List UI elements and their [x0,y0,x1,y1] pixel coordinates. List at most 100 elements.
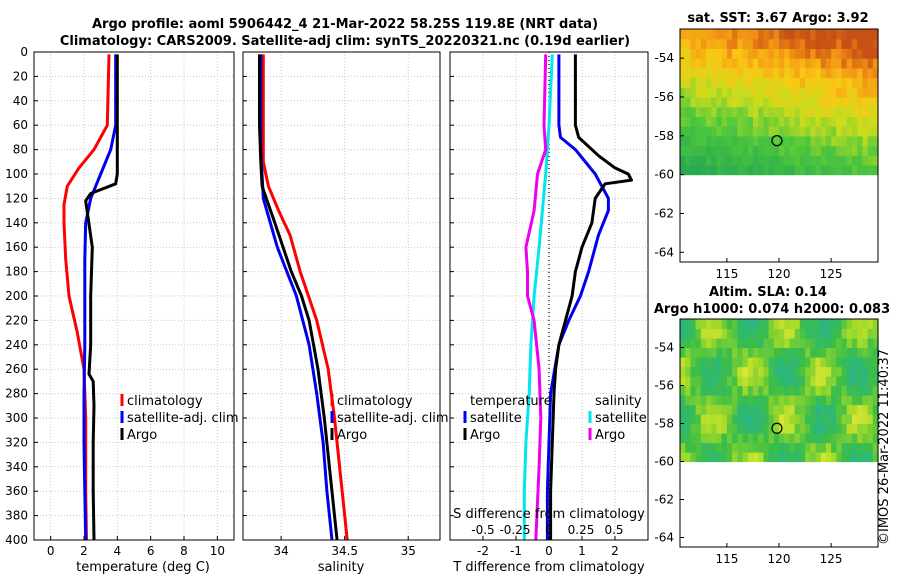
map-cell [732,29,738,40]
map-cell [685,48,691,59]
map-cell [747,38,754,49]
map-cell [825,366,832,377]
map-cell [815,38,822,49]
map-cell [763,155,770,166]
map-cell [768,338,775,349]
map-cell [711,385,718,396]
map-cell [815,347,822,358]
map-cell [851,366,858,377]
map-cell [799,97,806,108]
map-cell [685,145,691,156]
map-cell [732,164,738,176]
map-cell [810,87,817,98]
map-cell [862,319,869,330]
map-cell [747,357,754,368]
map-cell [711,347,718,358]
map-cell [726,385,733,396]
map-cell [716,319,723,330]
map-cell [779,58,785,69]
map-cell [695,433,702,444]
map-cell [685,433,691,444]
map-cell [841,38,848,49]
map-cell [831,328,837,339]
map-cell [680,338,686,349]
map-cell [742,385,749,396]
title-line-1: Argo profile: aoml 5906442_4 21-Mar-2022… [92,17,598,32]
map-cell [851,328,858,339]
map-cell [815,58,822,69]
series-t-argo [549,54,633,540]
map-cell [836,97,843,108]
map-cell [789,347,796,358]
map-cell [700,442,707,453]
map-cell [763,97,770,108]
map-cell [747,97,754,108]
map-cell [716,414,723,425]
map-cell [872,376,879,387]
map-cell [805,347,811,358]
map-cell [831,404,837,415]
map-cell [810,385,817,396]
map-cell [758,135,764,147]
map-cell [836,164,843,176]
map-cell [867,97,874,108]
map-cell [732,97,738,108]
map-cell [758,433,764,444]
map-cell [726,126,733,137]
map-cell [825,347,832,358]
y-tick-label: 340 [5,460,28,474]
y-tick-label: 180 [5,265,28,279]
map-cell [721,97,728,108]
map-cell [732,423,738,434]
difference-top-axis-label: S difference from climatology [453,507,645,522]
map-cell [872,38,879,49]
map-cell [851,106,858,117]
map-cell [758,357,764,368]
map-cell [794,126,801,137]
map-cell [815,67,822,79]
map-cell [721,38,728,49]
map-cell [815,145,822,156]
map-cell [851,164,858,176]
map-cell [680,58,686,69]
map-cell [831,395,837,406]
map-cell [784,106,790,117]
map-cell [711,29,718,40]
map-cell [690,423,697,434]
map-cell [700,338,707,349]
map-cell [773,48,780,59]
map-cell [700,357,707,368]
map-cell [836,48,843,59]
map-cell [721,414,728,425]
map-cell [836,414,843,425]
map-cell [726,116,733,127]
map-cell [706,385,712,396]
map-cell [685,58,691,69]
map-cell [706,145,712,156]
map-cell [742,135,749,147]
map-cell [820,155,827,166]
map-cell [779,347,785,358]
map-cell [836,338,843,349]
map-cell [846,442,853,453]
map-cell [872,87,879,98]
map-cell [773,29,780,40]
map-cell [862,106,869,117]
map-cell [831,433,837,444]
map-cell [700,319,707,330]
map-cell [742,423,749,434]
map-cell [846,404,853,415]
legend-T-satellite-label: satellite [470,411,522,426]
y-tick-label: 120 [5,191,28,205]
map-cell [680,97,686,108]
map-cell [700,433,707,444]
map-cell [810,338,817,349]
map-cell [742,67,749,79]
map-cell [716,423,723,434]
map-cell [742,442,749,453]
map-cell [726,328,733,339]
map-cell [862,395,869,406]
map-cell [836,442,843,453]
map-cell [805,423,811,434]
map-cell [726,106,733,117]
